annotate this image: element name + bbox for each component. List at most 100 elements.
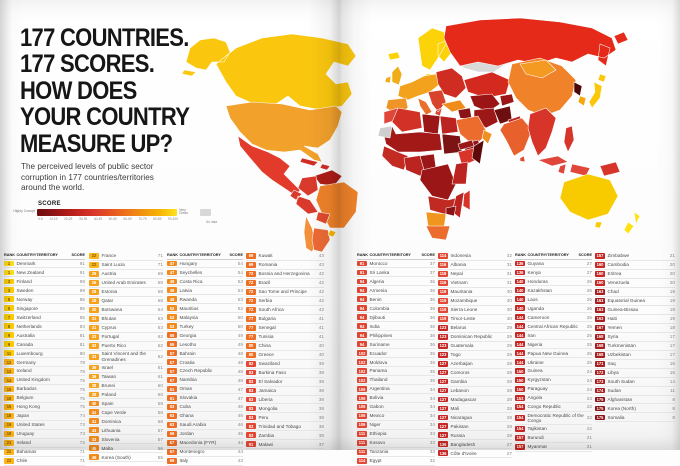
- country-name: Mauritius: [179, 305, 199, 311]
- rank-badge: 168: [595, 333, 605, 340]
- country-name: Moldova: [369, 359, 388, 365]
- rank-badge: 136: [438, 450, 448, 457]
- table-row: 49 Latvia 53: [167, 286, 243, 296]
- rank-badge: 94: [357, 305, 367, 312]
- country-score: 19: [669, 307, 675, 313]
- rank-badge: 72: [246, 297, 256, 304]
- country-score: 30: [506, 298, 512, 304]
- country-score: 42: [318, 280, 324, 286]
- table-row: 83 Mongolia 38: [246, 404, 324, 414]
- table-row: 144 Nigeria 25: [515, 340, 592, 350]
- page-subtitle: The perceived levels of public sector co…: [21, 162, 154, 193]
- table-row: 153 Angola 23: [515, 394, 592, 403]
- country-score: 81: [79, 332, 85, 338]
- country-score: 43: [318, 262, 324, 268]
- country-name: Luxembourg: [16, 350, 43, 356]
- country-name: Timor-Leste: [450, 316, 476, 322]
- table-row: 31 Bhutan 63: [89, 315, 163, 324]
- country-name: Turkmenistan: [607, 343, 636, 349]
- country-name: Iraq: [607, 360, 616, 366]
- country-score: 26: [586, 287, 592, 293]
- country-name: Syria: [607, 334, 619, 340]
- country-score: 62: [157, 334, 163, 340]
- country-name: Canada: [16, 341, 33, 347]
- country-name: Malaysia: [179, 314, 199, 320]
- table-row: 53 Malaysia 50: [167, 313, 243, 323]
- rank-badge: 94: [357, 296, 367, 303]
- country-score: 35: [429, 368, 435, 374]
- rank-badge: 140: [515, 296, 525, 303]
- country-name: Latvia: [179, 287, 193, 293]
- table-row: 127 Nicaragua 28: [438, 413, 512, 423]
- table-row: 102 Thailand 35: [357, 376, 435, 386]
- page-title: 177 COUNTRIES. 177 SCORES. HOW DOES YOUR…: [20, 24, 190, 157]
- table-row: 55 Georgia 49: [167, 331, 243, 341]
- rank-badge: 116: [438, 271, 448, 277]
- table-row: 114 Egypt 32: [357, 457, 435, 466]
- ranking-column-3: RANK COUNTRY/TERRITORY SCORE 47 Hungary 54 47 S…: [167, 252, 243, 466]
- rank-badge: 150: [515, 368, 525, 374]
- country-name: Namibia: [179, 377, 197, 383]
- country-score: 28: [506, 414, 512, 420]
- table-row: 1 New Zealand 91: [4, 268, 85, 278]
- map-region-egypt: [439, 115, 459, 135]
- country-name: Kuwait: [258, 253, 273, 259]
- rank-badge: 83: [246, 378, 256, 385]
- rank-badge: 160: [595, 262, 605, 268]
- country-name: Nepal: [450, 271, 463, 277]
- rank-badge: 94: [357, 314, 367, 321]
- country-name: Lesotho: [179, 341, 197, 347]
- world-choropleth-map: [181, 17, 641, 253]
- rank-badge: 119: [438, 306, 448, 313]
- country-score: 38: [318, 423, 324, 429]
- map-region-caribbean: [299, 157, 331, 171]
- country-score: 47: [237, 395, 243, 401]
- country-score: 36: [429, 305, 435, 311]
- country-score: 61: [157, 365, 163, 371]
- country-name: Korea (South): [101, 454, 131, 460]
- country-name: Slovakia: [179, 395, 198, 401]
- country-score: 91: [79, 269, 85, 275]
- rank-badge: 94: [357, 323, 367, 330]
- map-region-somalia: [471, 139, 485, 165]
- country-name: Mauritania: [450, 289, 473, 295]
- country-name: Djibouti: [369, 314, 386, 320]
- table-header-label: RANK: [515, 253, 526, 257]
- rank-badge: 173: [595, 378, 605, 385]
- table-row: 106 Argentina 34: [357, 385, 435, 395]
- country-score: 24: [586, 368, 592, 374]
- country-name: Romania: [258, 262, 278, 268]
- country-score: 38: [318, 379, 324, 385]
- country-name: Singapore: [16, 305, 38, 311]
- country-score: 34: [429, 422, 435, 428]
- rank-badge: 116: [438, 279, 448, 286]
- table-row: 94 India 36: [357, 322, 435, 332]
- table-row: 127 Pakistan 28: [438, 422, 512, 432]
- table-row: 38 Brunei 60: [89, 382, 163, 391]
- rank-badge: 168: [595, 351, 605, 358]
- country-name: Brazil: [258, 280, 271, 286]
- table-row: 150 Guinea 24: [515, 367, 592, 377]
- table-row: 30 Botswana 64: [89, 306, 163, 315]
- country-name: Uganda: [527, 305, 544, 311]
- country-name: Cuba: [179, 404, 191, 410]
- country-name: Papua New Guinea: [527, 350, 569, 356]
- rank-badge: 12: [4, 359, 14, 366]
- map-region-central-asia: [469, 93, 515, 113]
- country-name: Dominican Republic: [450, 334, 493, 340]
- table-row: 144 Papua New Guinea 25: [515, 349, 592, 359]
- map-region-se-asia: [527, 107, 575, 157]
- rank-badge: 15: [4, 404, 14, 410]
- title-line: 177 COUNTRIES.: [20, 24, 189, 52]
- rank-badge: 67: [167, 439, 177, 446]
- country-name: Finland: [16, 278, 32, 284]
- map-region-uruguay: [327, 229, 337, 238]
- country-name: Oman: [179, 386, 193, 392]
- country-score: 80: [79, 350, 85, 356]
- table-row: 15 Belgium 75: [4, 394, 85, 403]
- country-name: Egypt: [369, 458, 382, 464]
- rank-badge: 38: [89, 382, 99, 389]
- table-row: 9 Canada 81: [4, 340, 85, 350]
- rank-badge: 5: [4, 305, 14, 312]
- rank-badge: 171: [595, 360, 605, 367]
